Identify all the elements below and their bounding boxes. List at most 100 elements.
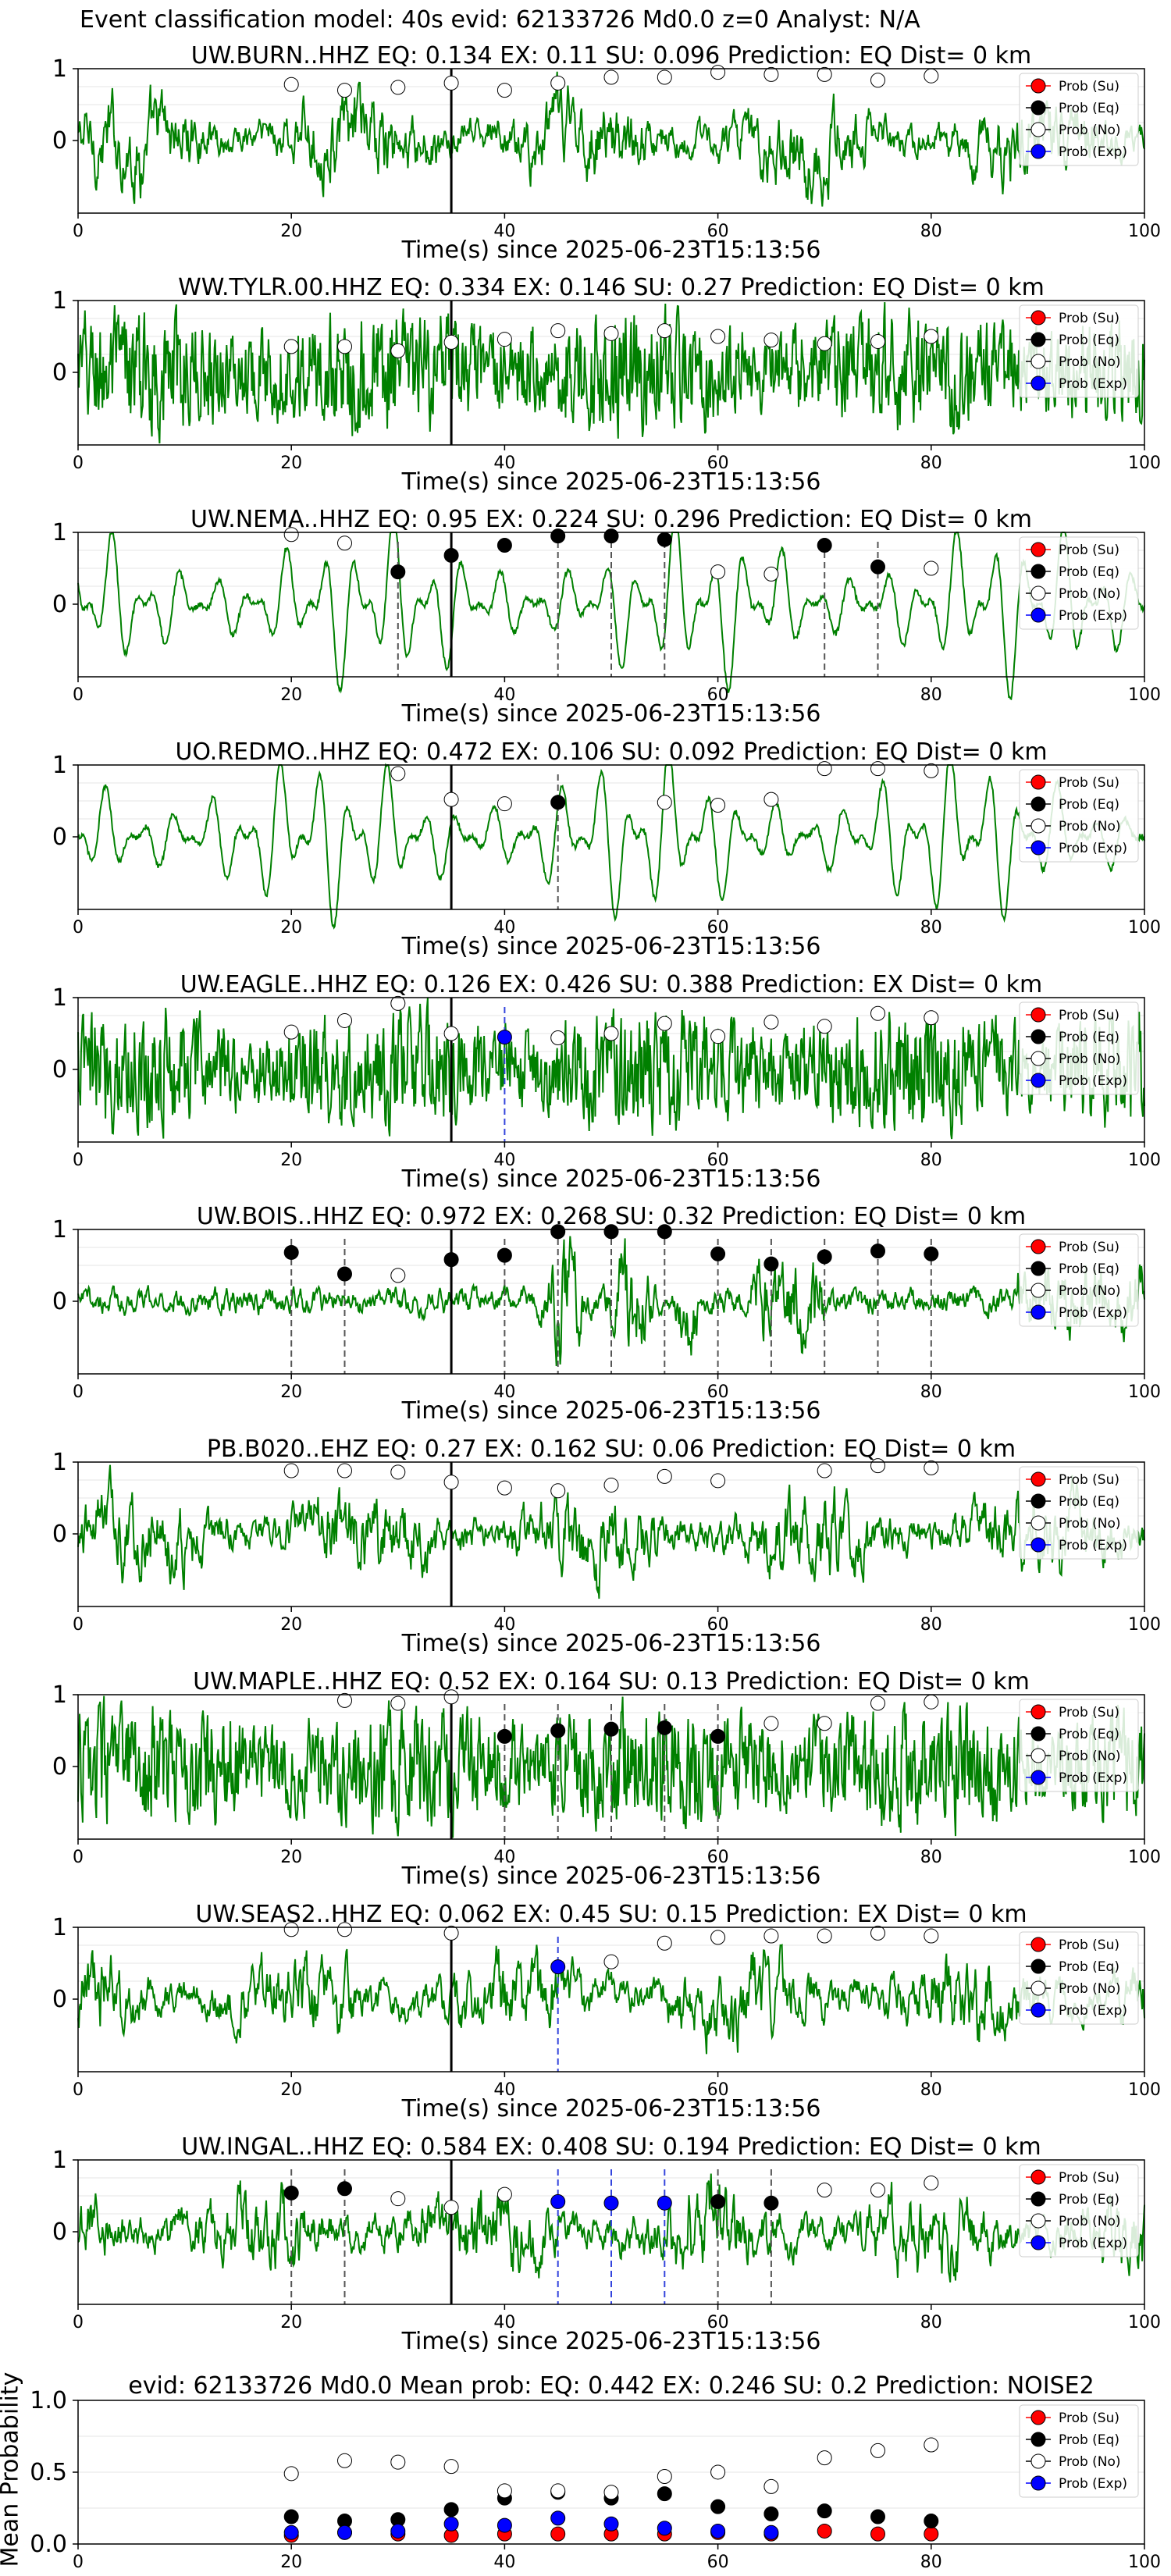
mean-prob-point-probexp xyxy=(550,2510,566,2526)
mean-prob-point-probexp xyxy=(337,2524,352,2540)
legend-marker-1 xyxy=(1030,796,1046,812)
axes-frame xyxy=(77,1927,1145,2073)
prob-point-probexp xyxy=(657,2195,672,2211)
prob-point-probno xyxy=(443,1689,459,1705)
x-tick-label: 40 xyxy=(493,1848,515,1867)
prob-point-probno xyxy=(390,1695,406,1711)
seismic-trace xyxy=(77,302,1145,444)
x-tick-label: 60 xyxy=(707,2553,729,2572)
prob-point-probno xyxy=(283,339,299,354)
x-axis-label: Time(s) since 2025-06-23T15:13:56 xyxy=(401,468,821,496)
x-tick-label: 80 xyxy=(920,1151,942,1170)
legend-marker-1 xyxy=(1030,1261,1046,1276)
x-tick-label: 100 xyxy=(1128,1151,1161,1170)
prob-point-probno xyxy=(924,1928,939,1944)
prob-point-probeq xyxy=(443,1252,459,1268)
x-tick-label: 100 xyxy=(1128,918,1161,938)
mean-prob-point-probeq xyxy=(283,2509,299,2524)
prob-point-probno xyxy=(870,2183,885,2198)
x-tick-label: 100 xyxy=(1128,2553,1161,2572)
legend-label-0: Prob (Su) xyxy=(1059,1937,1119,1953)
legend-marker-1 xyxy=(1030,1493,1046,1509)
prob-point-probeq xyxy=(870,559,885,575)
legend-label-2: Prob (No) xyxy=(1059,1981,1121,1997)
x-tick-label: 80 xyxy=(920,2080,942,2100)
legend-label-3: Prob (Exp) xyxy=(1059,608,1127,624)
prob-point-probno xyxy=(924,68,939,84)
x-tick-label: 60 xyxy=(707,1382,729,1402)
prob-point-probeq xyxy=(603,528,619,544)
prob-point-probno xyxy=(710,564,726,580)
legend-marker-2 xyxy=(1030,122,1046,137)
x-tick-label: 80 xyxy=(920,222,942,241)
legend-marker-3 xyxy=(1030,2475,1046,2491)
prob-point-probno xyxy=(497,1480,512,1496)
legend-marker-0 xyxy=(1030,2410,1046,2425)
prob-point-probno xyxy=(817,761,832,777)
mean-prob-point-probno xyxy=(390,2454,406,2470)
mean-prob-point-probno xyxy=(337,2453,352,2468)
prob-point-probno xyxy=(817,2183,832,2198)
prob-point-probno xyxy=(924,763,939,778)
prob-point-probeq xyxy=(283,1244,299,1260)
prob-point-probeq xyxy=(337,2181,352,2197)
legend-label-3: Prob (Exp) xyxy=(1059,144,1127,160)
prob-point-probno xyxy=(550,1030,566,1046)
panel-3: Prob (Su) Prob (Eq) Prob (No) Prob (Exp) xyxy=(73,527,1145,701)
legend-label-3: Prob (Exp) xyxy=(1059,1073,1127,1089)
legend-label-0: Prob (Su) xyxy=(1059,775,1119,791)
x-tick-label: 40 xyxy=(493,685,515,705)
prob-point-probno xyxy=(443,1026,459,1041)
prob-point-probexp xyxy=(550,2194,566,2209)
prob-point-probno xyxy=(337,1922,352,1937)
legend-label-1: Prob (Eq) xyxy=(1059,1030,1119,1045)
y-tick-label: 0 xyxy=(52,359,67,386)
x-axis-label: Time(s) since 2025-06-23T15:13:56 xyxy=(401,237,821,264)
x-tick-label: 0 xyxy=(73,2553,84,2572)
seismic-trace xyxy=(77,763,1145,930)
prob-point-probno xyxy=(710,1029,726,1044)
legend-marker-0 xyxy=(1030,1704,1046,1720)
prob-point-probno xyxy=(497,83,512,98)
legend-label-0: Prob (Su) xyxy=(1059,79,1119,94)
legend-label-2: Prob (No) xyxy=(1059,586,1121,602)
y-tick-label: 1 xyxy=(52,2147,67,2174)
prob-point-probeq xyxy=(550,528,566,544)
legend-marker-0 xyxy=(1030,2169,1046,2185)
prob-point-probno xyxy=(550,323,566,339)
prob-point-probno xyxy=(443,334,459,350)
legend-label-1: Prob (Eq) xyxy=(1059,2192,1119,2208)
x-tick-label: 100 xyxy=(1128,1615,1161,1635)
x-tick-label: 20 xyxy=(280,2313,302,2332)
legend-label-3: Prob (Exp) xyxy=(1059,1770,1127,1786)
legend-marker-1 xyxy=(1030,1726,1046,1742)
legend-marker-2 xyxy=(1030,2453,1046,2469)
x-tick-label: 0 xyxy=(73,454,84,473)
prob-point-probno xyxy=(283,1922,299,1937)
legend-marker-2 xyxy=(1030,585,1046,601)
x-tick-label: 100 xyxy=(1128,454,1161,473)
legend-marker-0 xyxy=(1030,542,1046,557)
x-tick-label: 20 xyxy=(280,222,302,241)
x-tick-label: 0 xyxy=(73,918,84,938)
legend-marker-0 xyxy=(1030,310,1046,326)
legend-label-0: Prob (Su) xyxy=(1059,2170,1119,2186)
prob-point-probeq xyxy=(924,1246,939,1261)
legend-marker-2 xyxy=(1030,818,1046,834)
x-tick-label: 60 xyxy=(707,1615,729,1635)
y-tick-label: 1.0 xyxy=(30,2387,67,2414)
y-tick-label: 0.0 xyxy=(30,2531,67,2558)
y-tick-label: 1 xyxy=(52,1449,67,1476)
x-tick-label: 0 xyxy=(73,1151,84,1170)
legend-marker-1 xyxy=(1030,2432,1046,2447)
legend-marker-3 xyxy=(1030,1304,1046,1320)
x-axis-label: Time(s) since 2025-06-23T15:13:56 xyxy=(401,2328,821,2355)
mean-prob-point-probeq xyxy=(710,2499,726,2514)
prob-point-probno xyxy=(390,2191,406,2207)
prob-point-probeq xyxy=(497,1728,512,1744)
panel-10: Prob (Su) Prob (Eq) Prob (No) Prob (Exp) xyxy=(73,2159,1145,2310)
panel-7: Prob (Su) Prob (Eq) Prob (No) Prob (Exp) xyxy=(73,1458,1145,1612)
legend-box xyxy=(1019,2404,1139,2498)
legend-label-0: Prob (Su) xyxy=(1059,1240,1119,1255)
